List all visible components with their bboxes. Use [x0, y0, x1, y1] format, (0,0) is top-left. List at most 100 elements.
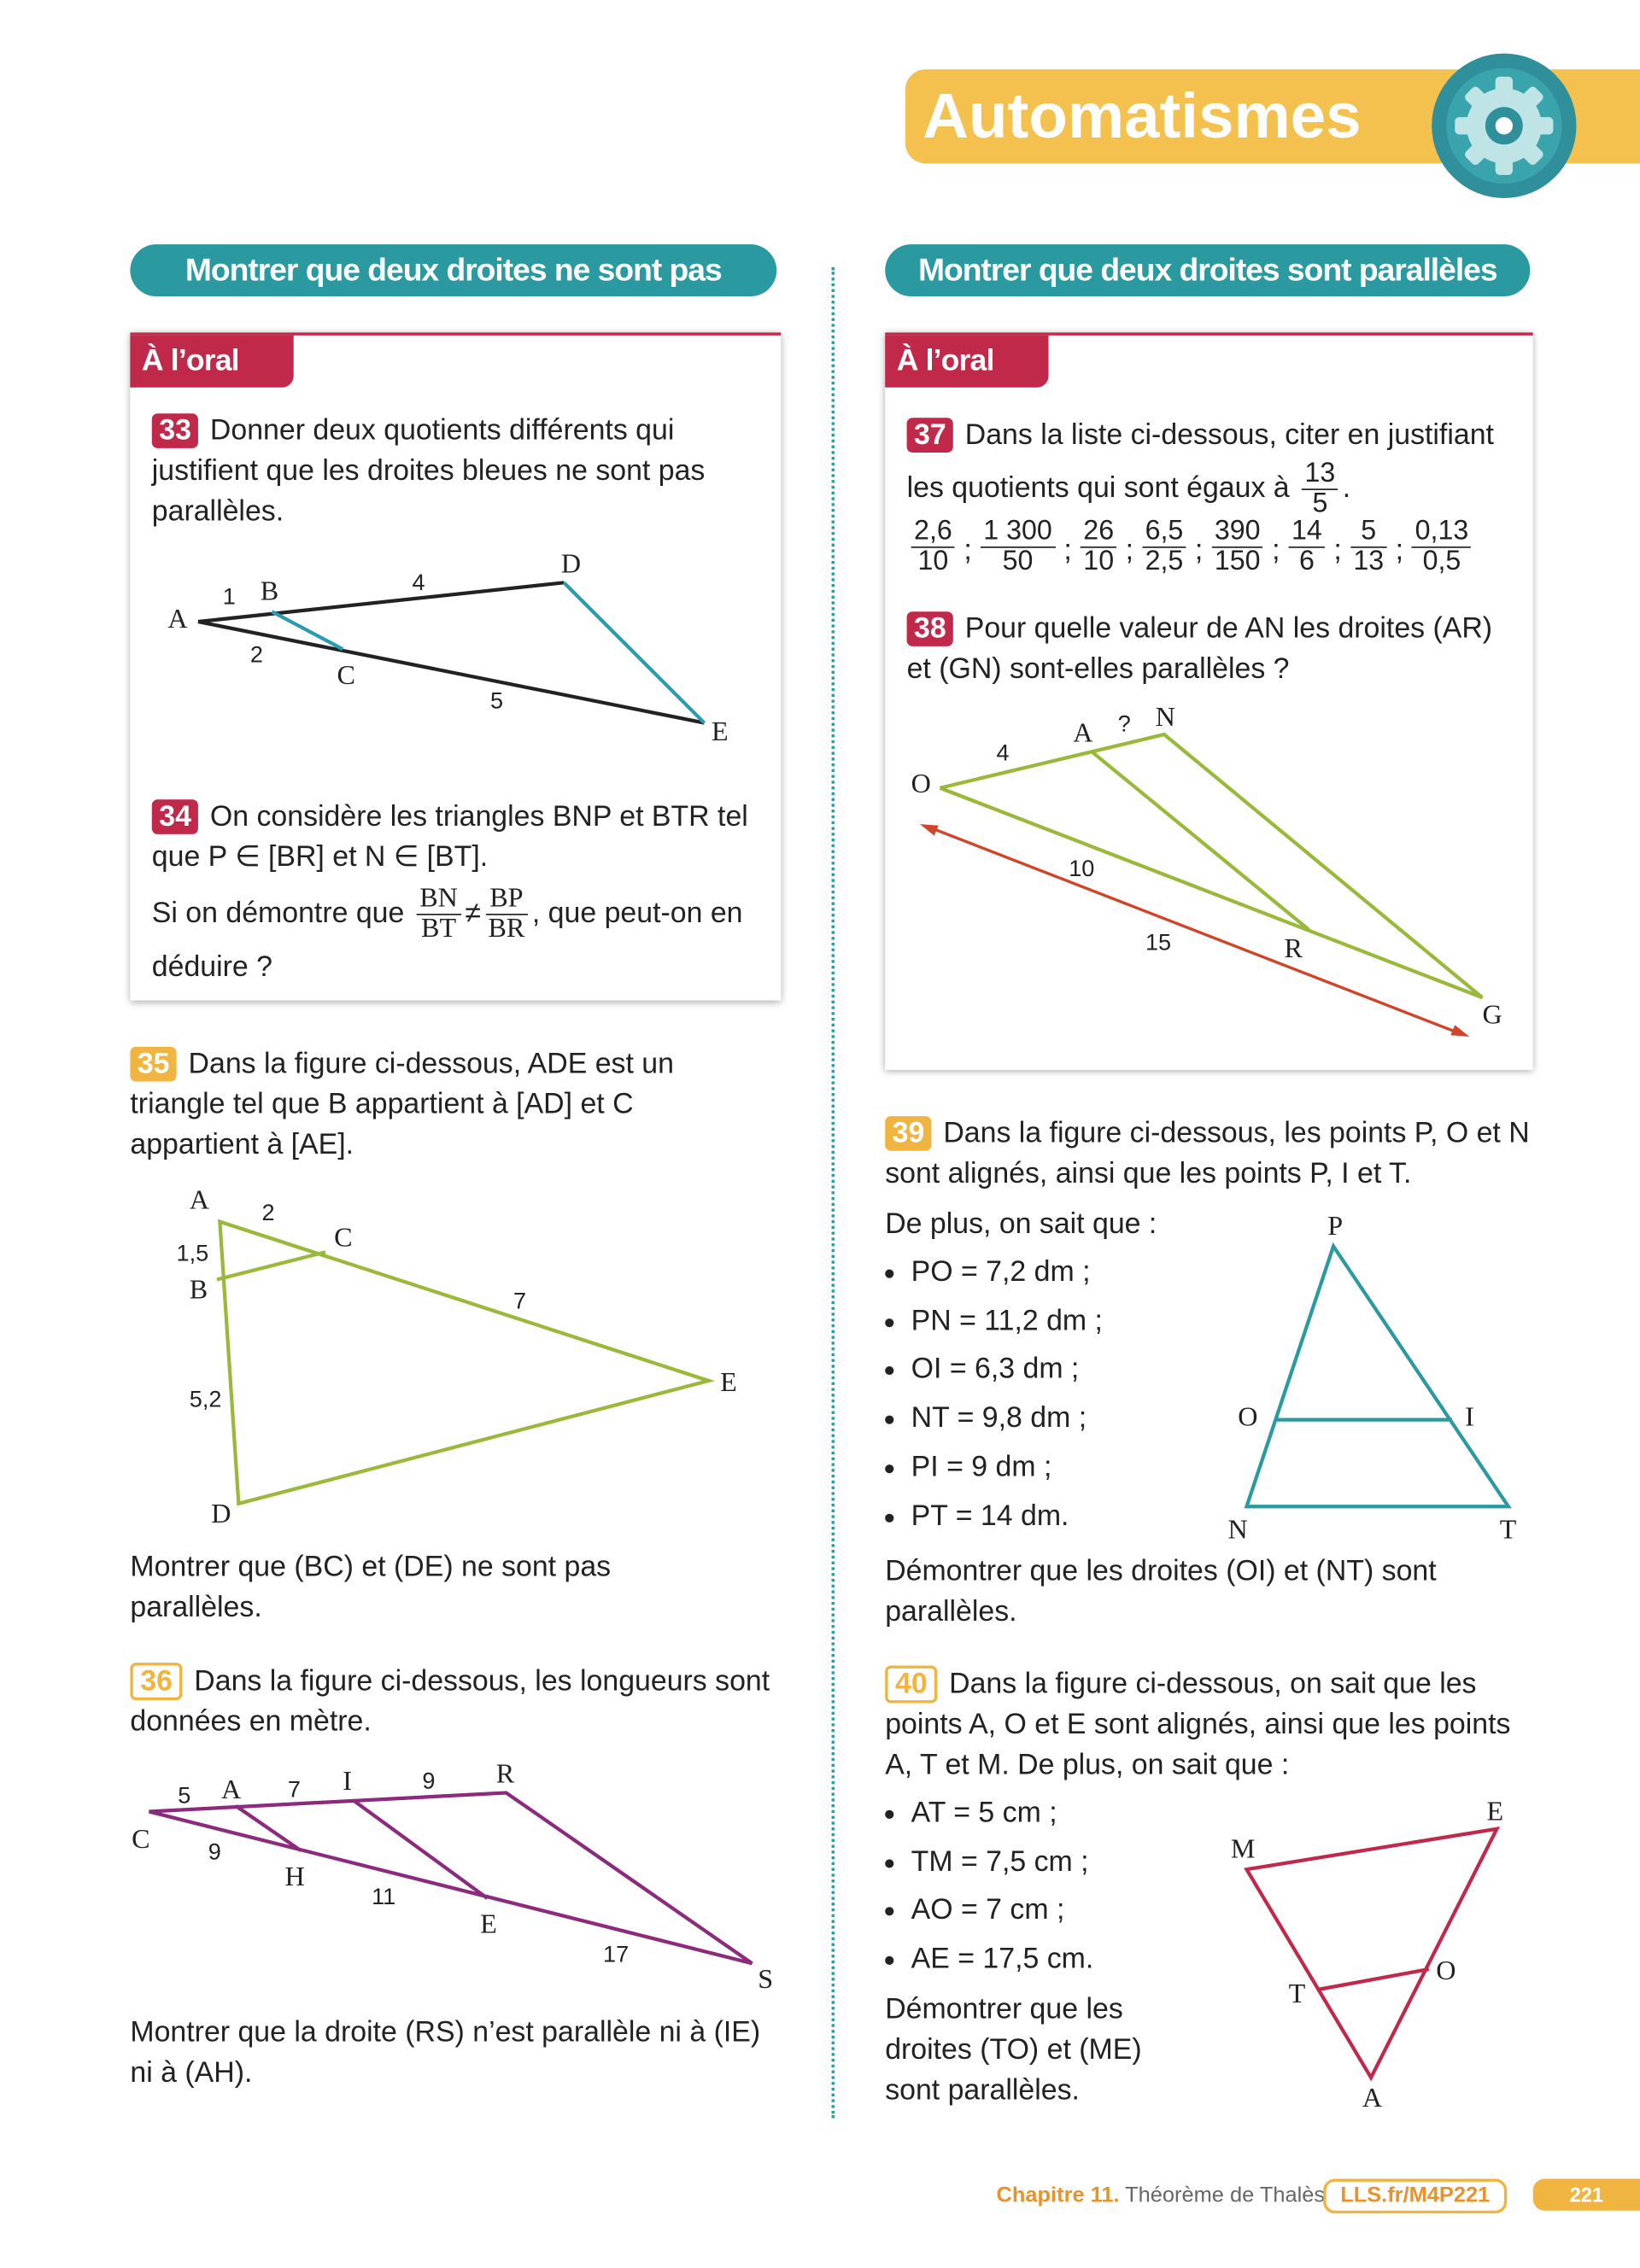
footer-link[interactable]: LLS.fr/M4P221: [1323, 2178, 1508, 2214]
numerator: 1 300: [980, 517, 1056, 548]
fact: PI = 9 dm ;: [911, 1444, 1103, 1493]
denominator: 0,5: [1422, 546, 1461, 577]
fraction: 13 5: [1302, 459, 1338, 518]
length-label: 5: [178, 1781, 190, 1808]
exercise-text: Dans la figure ci-dessous, les points P,…: [885, 1117, 1530, 1190]
point-label: O: [1436, 1955, 1456, 1985]
separator: ;: [1333, 535, 1342, 567]
figure-lines: [148, 1791, 753, 1966]
exercise: 34 On considère les triangles BNP et BTR …: [151, 797, 759, 878]
section-heading: Montrer que deux droites sont parallèles: [885, 244, 1531, 297]
exercise-question: Démontrer que les droites (TO) et (ME) s…: [885, 1993, 1142, 2107]
length-label: 4: [413, 569, 425, 595]
exercise-number: 34: [151, 799, 199, 834]
oral-box: [885, 332, 1533, 1070]
point-label: G: [1482, 999, 1502, 1030]
fact: OI = 6,3 dm ;: [911, 1347, 1103, 1395]
point-label: R: [496, 1758, 515, 1789]
fact: TM = 7,5 cm ;: [911, 1838, 1094, 1887]
exercise-question: Montrer que (BC) et (DE) ne sont pas par…: [130, 1551, 612, 1624]
denominator: 5: [1312, 488, 1328, 519]
exercise-number: 40: [885, 1665, 938, 1704]
point-label: C: [337, 659, 354, 690]
point-label: E: [720, 1366, 737, 1397]
fact: AO = 7 cm ;: [911, 1887, 1094, 1936]
exercise-text: Dans la figure ci-dessous, les longueurs…: [130, 1665, 770, 1739]
length-label: 1,5: [177, 1239, 209, 1266]
arrow-head: [919, 824, 939, 836]
exercise-number: 39: [885, 1116, 932, 1151]
separator: ;: [1063, 535, 1072, 567]
point-label: A: [167, 603, 187, 634]
denominator: 13: [1353, 546, 1385, 577]
exercise-text: Donner deux quotients différents qui jus…: [151, 414, 706, 528]
point-label: D: [211, 1498, 231, 1529]
denominator: BT: [421, 914, 457, 944]
point-label: E: [480, 1909, 497, 1939]
exercise: 36 Dans la figure ci-dessous, les longueu…: [130, 1661, 773, 1742]
exercise-question: Démontrer que les droites (OI) et (NT) s…: [885, 1555, 1437, 1628]
exercise-text: On considère les triangles BNP et BTR te…: [151, 800, 748, 874]
numerator: 390: [1211, 517, 1263, 548]
length-label: 1: [223, 583, 236, 610]
point-label: T: [1500, 1513, 1517, 1544]
point-label: R: [1284, 932, 1303, 963]
point-label: H: [285, 1861, 305, 1891]
point-label: B: [261, 576, 278, 606]
numerator: BN: [416, 884, 461, 915]
exercise-text: Dans la liste ci-dessous, citer en justi…: [906, 419, 1494, 505]
numerator: 2,6: [911, 517, 956, 548]
fact-list: AT = 5 cm ;TM = 7,5 cm ;AO = 7 cm ;AE = …: [885, 1790, 1094, 1984]
figure-lines: [1244, 1242, 1512, 1509]
exercise: 39 Dans la figure ci-dessous, les points …: [885, 1114, 1543, 1195]
point-label: N: [1227, 1513, 1247, 1544]
separator: ;: [1194, 535, 1204, 567]
exercise-text: Dans la figure ci-dessous, on sait que l…: [885, 1668, 1511, 1781]
point-label: E: [1487, 1796, 1504, 1827]
numerator: 0,13: [1412, 517, 1472, 548]
fraction: 6,5 2,5: [1142, 517, 1186, 576]
fact: PN = 11,2 dm ;: [911, 1298, 1103, 1347]
point-label: E: [712, 716, 729, 746]
point-label: I: [343, 1765, 352, 1796]
point-label: P: [1327, 1210, 1343, 1241]
length-label: 9: [208, 1838, 221, 1864]
footer-chapter: Chapitre 11.: [996, 2183, 1120, 2208]
length-label: 7: [513, 1287, 526, 1313]
exercise: 35 Dans la figure ci-dessous, ADE est un …: [130, 1043, 752, 1165]
numerator: 5: [1350, 517, 1387, 548]
fraction: BP BR: [485, 884, 528, 944]
denominator: 2,5: [1145, 546, 1184, 577]
exercise-text: Pour quelle valeur de AN les droites (AR…: [906, 612, 1493, 686]
denominator: 50: [1002, 546, 1034, 577]
page-number: 221: [1532, 2178, 1640, 2211]
length-label: 2: [250, 640, 263, 667]
fact: PT = 14 dm.: [911, 1493, 1103, 1541]
fraction: BN BT: [416, 884, 461, 944]
fact-list: PO = 7,2 dm ;PN = 11,2 dm ;OI = 6,3 dm ;…: [885, 1249, 1103, 1541]
length-label: 7: [288, 1776, 301, 1803]
length-label: 2: [261, 1199, 274, 1225]
denominator: 150: [1214, 546, 1261, 577]
exercise-text: Dans la figure ci-dessous, ADE est un tr…: [130, 1048, 674, 1161]
denominator: 6: [1298, 546, 1315, 577]
exercise-question: Montrer que la droite (RS) n’est parallè…: [130, 2016, 761, 2090]
point-label: B: [190, 1273, 208, 1304]
point-label: N: [1156, 701, 1175, 732]
fraction: 2,6 10: [911, 517, 956, 576]
point-label: A: [221, 1774, 241, 1804]
fact: AE = 17,5 cm.: [911, 1936, 1094, 1984]
fact: NT = 9,8 dm ;: [911, 1395, 1103, 1444]
text: .: [1342, 472, 1351, 505]
exercise-number: 35: [130, 1046, 177, 1082]
exercise: 33 Donner deux quotients différents qui j…: [151, 411, 767, 532]
exercise: 37 Dans la liste ci-dessous, citer en jus…: [906, 411, 1514, 519]
figure-lines: [939, 732, 1484, 1000]
length-label: 9: [422, 1767, 435, 1793]
figure-lines: [216, 1219, 716, 1506]
header-title: Automatismes: [922, 80, 1362, 152]
denominator: 10: [917, 546, 949, 577]
